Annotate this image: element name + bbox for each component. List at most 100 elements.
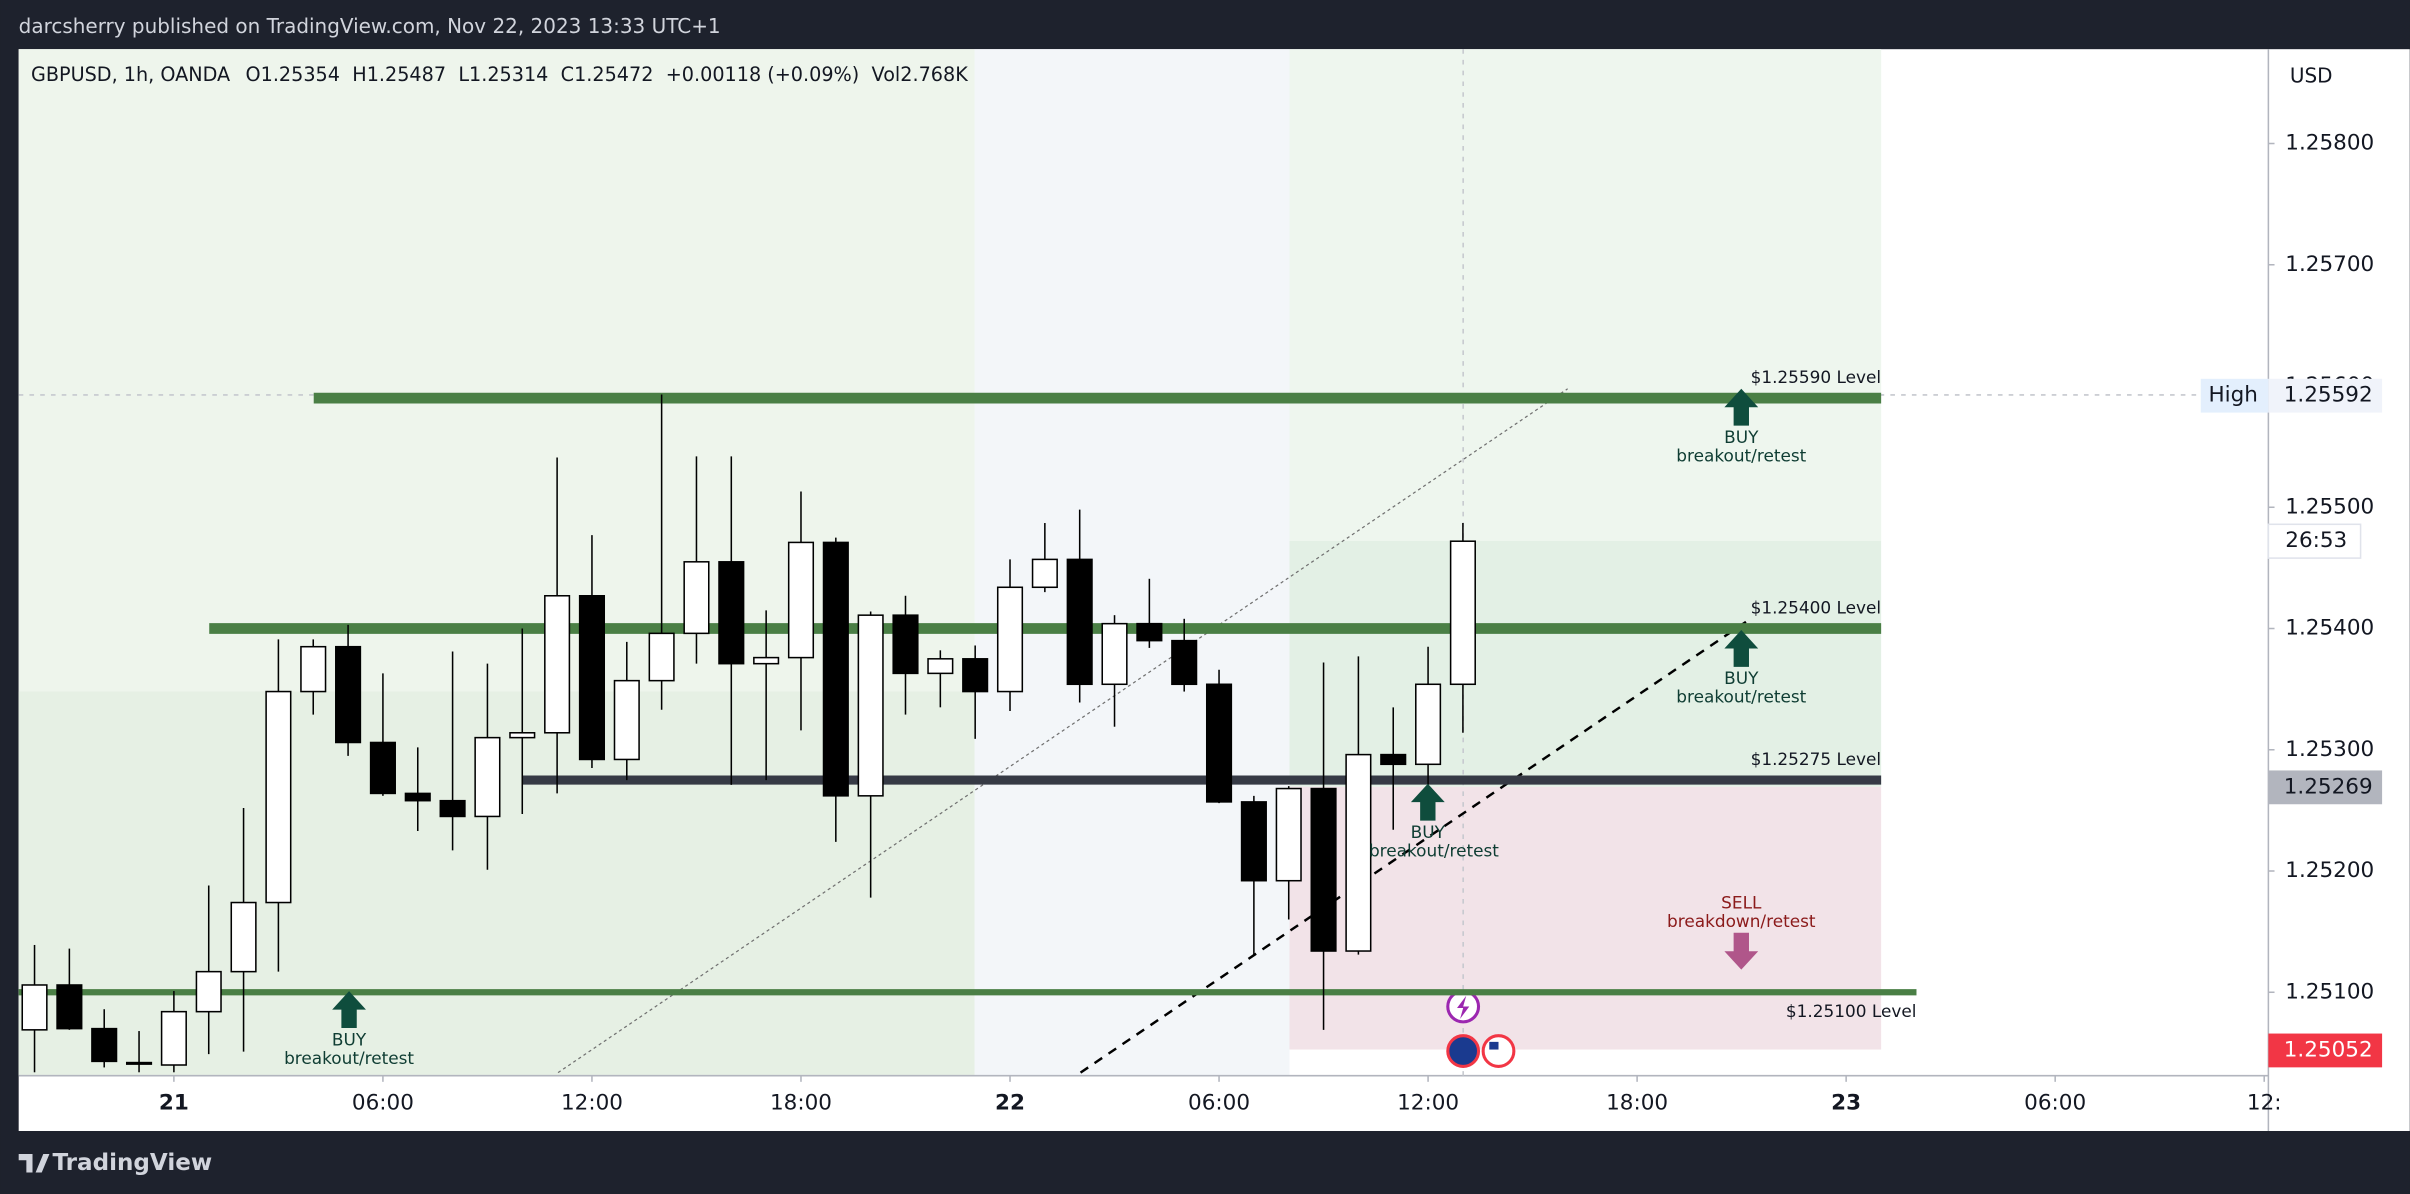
candle-body (160, 1010, 187, 1066)
level-label: $1.25400 Level (1751, 598, 1882, 618)
y-tick-label: 1.25300 (2285, 737, 2374, 762)
candle-body (683, 561, 710, 635)
candle (404, 747, 431, 831)
level-label: $1.25100 Level (1786, 1001, 1917, 1021)
x-tick-label: 06:00 (352, 1090, 414, 1115)
trend-line (557, 388, 1569, 1074)
candle-body (195, 970, 222, 1013)
candle-body (1310, 787, 1337, 952)
candle-body (753, 656, 780, 665)
candle (1240, 795, 1267, 956)
price-label-box (2268, 1033, 2383, 1068)
candle (56, 948, 83, 1030)
position-target (1289, 49, 1882, 541)
candle-body (927, 658, 954, 675)
legend-item: +0.00118 (+0.09%) (666, 63, 860, 86)
x-tick-label: 23 (1831, 1090, 1861, 1115)
signal-label: BUY (1724, 427, 1759, 447)
candle (230, 807, 257, 1052)
candle-body (718, 561, 745, 665)
candle-body (857, 614, 884, 797)
legend-item: O1.25354 (246, 63, 340, 86)
candle (892, 595, 919, 715)
signal-text: breakout/retest (1369, 840, 1499, 860)
candle (927, 650, 954, 708)
candle (335, 624, 362, 756)
y-tick-label: 1.25500 (2285, 494, 2374, 519)
legend-item: H1.25487 (352, 63, 446, 86)
countdown-box (2267, 523, 2362, 559)
candle-body (1205, 683, 1233, 803)
candle-body (404, 792, 431, 802)
time-axis (18, 1075, 2269, 1131)
countdown: 26:53 (2285, 528, 2347, 553)
candle (1275, 786, 1302, 920)
candle-body (962, 658, 989, 693)
candle (195, 885, 222, 1055)
candle-body (335, 645, 362, 744)
event-icons (1446, 989, 1516, 1068)
x-tick-label: 21 (159, 1090, 189, 1115)
candle (474, 663, 501, 870)
candle (1101, 615, 1128, 727)
legend-item: GBPUSD, 1h, OANDA (31, 63, 230, 86)
buy-arrow (1724, 388, 1759, 426)
signal-label: SELL (1721, 893, 1762, 913)
candle-body (1171, 639, 1198, 686)
signal-text: breakout/retest (1676, 687, 1806, 707)
candle (1171, 618, 1198, 692)
candle (1310, 662, 1337, 1030)
candle (718, 456, 745, 785)
x-tick-label: 18:00 (770, 1090, 832, 1115)
signal-label: BUY (1724, 668, 1759, 688)
candle-body (21, 984, 48, 1031)
currency: USD (2290, 63, 2333, 87)
candle (578, 535, 606, 768)
candle-body (1136, 622, 1163, 642)
candle-body (265, 690, 292, 904)
legend-item: Vol2.768K (872, 63, 969, 86)
legend-item: C1.25472 (561, 63, 654, 86)
candle (300, 639, 327, 715)
position-stop (1289, 786, 1882, 1050)
candle-body (648, 632, 675, 682)
x-tick-label: 12:00 (561, 1090, 623, 1115)
x-tick-label: 12:00 (1397, 1090, 1459, 1115)
signal-label: BUY (1411, 822, 1446, 842)
candle-body (1415, 683, 1442, 766)
candle (1136, 578, 1163, 648)
price-label: 1.25052 (2284, 1037, 2373, 1062)
candle-body (1031, 558, 1058, 589)
candle (125, 1031, 153, 1073)
candle-body (1449, 540, 1476, 686)
price-label: 1.25269 (2284, 774, 2373, 799)
candle-body (544, 595, 571, 734)
candle-body (892, 614, 919, 675)
candle (1449, 523, 1476, 733)
candle-body (56, 984, 83, 1030)
candle (91, 1009, 118, 1068)
price-label: 1.25592 (2284, 383, 2373, 408)
candle (1031, 523, 1058, 593)
candle (996, 559, 1024, 711)
candle (683, 456, 710, 664)
candle (509, 628, 536, 815)
candle-body (300, 645, 327, 693)
candle-body (1345, 753, 1372, 952)
candle-body (1275, 787, 1302, 882)
candle (1345, 656, 1372, 955)
candle (544, 457, 571, 794)
candle (369, 673, 396, 796)
x-tick-label: 06:00 (1188, 1090, 1250, 1115)
publisher: darcsherry published on TradingView.com,… (19, 14, 721, 38)
candle-body (474, 736, 501, 818)
candle (822, 537, 849, 842)
y-tick-label: 1.25200 (2285, 858, 2374, 883)
candle (439, 651, 466, 851)
y-tick-label: 1.25800 (2285, 131, 2374, 156)
price-axis (2268, 49, 2410, 1131)
session-shade (974, 49, 1290, 1076)
brand: TradingView (52, 1150, 212, 1176)
level-label: $1.25275 Level (1751, 749, 1882, 769)
candle-body (369, 741, 396, 795)
